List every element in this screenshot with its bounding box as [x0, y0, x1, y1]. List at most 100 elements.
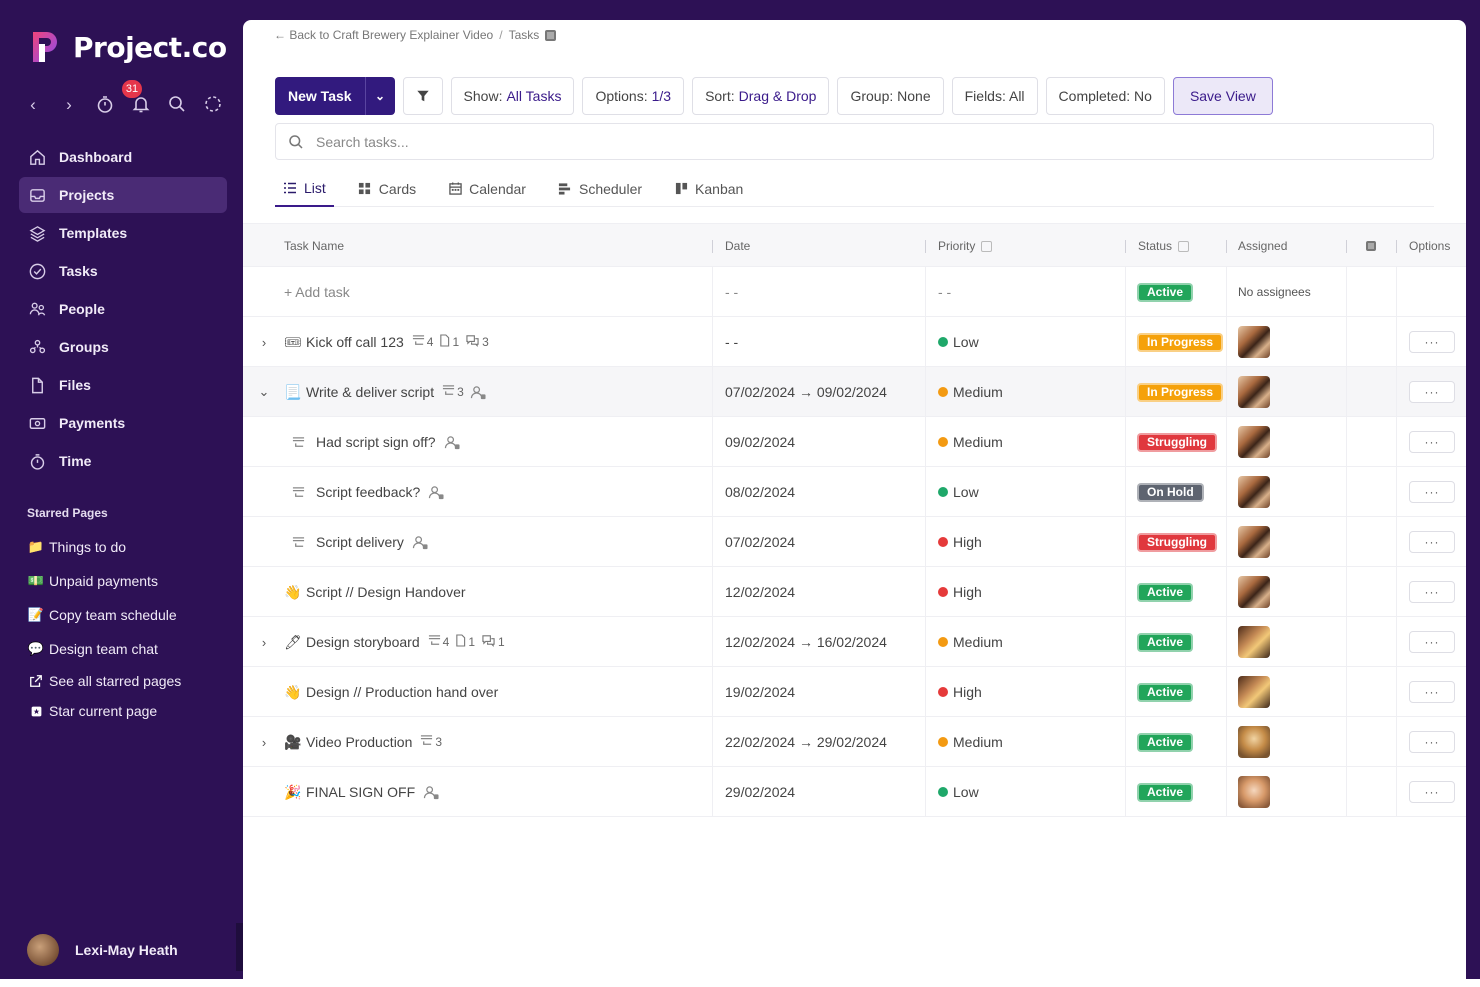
table-row[interactable]: 🎉 FINAL SIGN OFF 29/02/2024 Low Active ··· — [243, 767, 1466, 817]
group-button[interactable]: Group: None — [837, 77, 944, 115]
priority-value[interactable]: High — [953, 534, 982, 550]
forward-arrow-icon[interactable]: › — [66, 95, 72, 114]
status-badge[interactable]: Active — [1137, 582, 1194, 602]
completed-button[interactable]: Completed: No — [1045, 77, 1165, 115]
assign-person-icon[interactable] — [412, 535, 429, 550]
add-task-button[interactable]: + Add task — [284, 284, 350, 300]
table-row[interactable]: › 🎟 Kick off call 123 4 1 3 - - Low In Progress ·… — [243, 317, 1466, 367]
no-assignees-label[interactable]: No assignees — [1238, 285, 1311, 299]
sort-button[interactable]: Sort: Drag & Drop — [692, 77, 830, 115]
priority-value[interactable]: Low — [953, 484, 979, 500]
date-value[interactable]: 29/02/2024 — [725, 784, 796, 800]
tab-calendar[interactable]: Calendar — [440, 170, 534, 207]
table-row[interactable]: 👋 Design // Production hand over 19/02/202… — [243, 667, 1466, 717]
task-name[interactable]: Video Production — [306, 734, 413, 750]
table-row[interactable]: › 🖊 Design storyboard 4 1 1 12/02/2024 → 16/02… — [243, 617, 1466, 667]
filter-button[interactable] — [402, 77, 443, 115]
avatar[interactable] — [1238, 776, 1270, 808]
priority-value[interactable]: High — [953, 584, 982, 600]
starred-item[interactable]: 📁 Things to do — [27, 530, 237, 564]
date-value[interactable]: 07/02/2024 → 09/02/2024 — [725, 384, 887, 400]
tab-list[interactable]: List — [275, 170, 334, 207]
assign-person-icon[interactable] — [423, 785, 440, 800]
expand-chevron-icon[interactable]: › — [261, 334, 267, 350]
avatar[interactable] — [1238, 376, 1270, 408]
avatar[interactable] — [1238, 326, 1270, 358]
date-value[interactable]: 08/02/2024 — [725, 484, 796, 500]
sidebar-item-people[interactable]: People — [19, 291, 227, 327]
date-value[interactable]: - - — [725, 334, 739, 350]
options-button[interactable]: ··· — [1409, 731, 1455, 753]
column-add-field[interactable] — [1346, 224, 1376, 268]
status-badge[interactable]: In Progress — [1137, 332, 1224, 352]
see-all-starred-link[interactable]: See all starred pages — [27, 666, 237, 696]
show-button[interactable]: Show: All Tasks — [450, 77, 575, 115]
table-row[interactable]: ⌄ 📃 Write & deliver script 3 07/02/2024 → 09… — [243, 367, 1466, 417]
assign-person-icon[interactable] — [428, 485, 445, 500]
avatar[interactable] — [1238, 476, 1270, 508]
column-status[interactable]: Status — [1125, 224, 1190, 268]
table-row[interactable]: Had script sign off? 09/02/2024 Medium Stru… — [243, 417, 1466, 467]
sidebar-item-payments[interactable]: Payments — [19, 405, 227, 441]
table-row[interactable]: 👋 Script // Design Handover 12/02/2024 High… — [243, 567, 1466, 617]
status-badge[interactable]: In Progress — [1137, 382, 1224, 402]
sidebar-item-tasks[interactable]: Tasks — [19, 253, 227, 289]
date-value[interactable]: 19/02/2024 — [725, 684, 796, 700]
options-button[interactable]: ··· — [1409, 681, 1455, 703]
expand-chevron-icon[interactable]: › — [261, 634, 267, 650]
sidebar-item-dashboard[interactable]: Dashboard — [19, 139, 227, 175]
priority-value[interactable]: Medium — [953, 734, 1003, 750]
assign-person-icon[interactable] — [444, 435, 461, 450]
column-date[interactable]: Date — [712, 224, 750, 268]
task-name[interactable]: Design storyboard — [306, 634, 420, 650]
date-value[interactable]: - - — [725, 284, 739, 300]
back-link[interactable]: ← Back to Craft Brewery Explainer Video — [274, 28, 494, 42]
options-button[interactable]: ··· — [1409, 331, 1455, 353]
expand-chevron-icon[interactable]: › — [261, 734, 267, 750]
starred-item[interactable]: 📝 Copy team schedule — [27, 598, 237, 632]
avatar[interactable] — [1238, 576, 1270, 608]
loading-icon[interactable] — [202, 94, 224, 116]
date-value[interactable]: 07/02/2024 — [725, 534, 796, 550]
priority-value[interactable]: Low — [953, 334, 979, 350]
search-icon[interactable] — [166, 94, 188, 116]
options-button[interactable]: ··· — [1409, 581, 1455, 603]
status-badge[interactable]: Struggling — [1137, 432, 1217, 452]
tab-cards[interactable]: Cards — [350, 170, 424, 207]
collapse-chevron-icon[interactable]: ⌄ — [258, 384, 270, 399]
priority-value[interactable]: - - — [938, 284, 952, 300]
status-badge[interactable]: Active — [1137, 782, 1194, 802]
options-button[interactable]: ··· — [1409, 431, 1455, 453]
priority-value[interactable]: Medium — [953, 634, 1003, 650]
priority-value[interactable]: Medium — [953, 384, 1003, 400]
new-task-button[interactable]: New Task ⌄ — [275, 77, 395, 115]
edit-icon[interactable] — [981, 240, 993, 252]
options-button[interactable]: ··· — [1409, 481, 1455, 503]
column-priority[interactable]: Priority — [925, 224, 993, 268]
edit-icon[interactable] — [1178, 240, 1190, 252]
save-view-button[interactable]: Save View — [1172, 77, 1273, 115]
priority-value[interactable]: Medium — [953, 434, 1003, 450]
tab-kanban[interactable]: Kanban — [666, 170, 751, 207]
column-assigned[interactable]: Assigned — [1226, 224, 1287, 268]
task-name[interactable]: FINAL SIGN OFF — [306, 784, 416, 800]
options-button[interactable]: ··· — [1409, 781, 1455, 803]
task-name[interactable]: Script feedback? — [316, 484, 421, 500]
priority-value[interactable]: High — [953, 684, 982, 700]
starred-item[interactable]: 💵 Unpaid payments — [27, 564, 237, 598]
avatar[interactable] — [1238, 726, 1270, 758]
stopwatch-icon[interactable] — [94, 94, 116, 116]
page-settings-icon[interactable] — [545, 29, 557, 41]
task-name[interactable]: Kick off call 123 — [306, 334, 404, 350]
search-input[interactable] — [316, 133, 1216, 150]
starred-item[interactable]: 💬 Design team chat — [27, 632, 237, 666]
bell-icon[interactable] — [130, 94, 152, 116]
user-profile[interactable]: Lexi-May Heath — [27, 934, 178, 966]
chevron-down-icon[interactable]: ⌄ — [364, 77, 395, 115]
column-options[interactable]: Options — [1396, 224, 1450, 268]
table-row[interactable]: Script feedback? 08/02/2024 Low On Hold ··· — [243, 467, 1466, 517]
star-current-page-button[interactable]: Star current page — [27, 696, 237, 726]
sidebar-item-groups[interactable]: Groups — [19, 329, 227, 365]
status-badge[interactable]: Active — [1137, 632, 1194, 652]
date-value[interactable]: 09/02/2024 — [725, 434, 796, 450]
